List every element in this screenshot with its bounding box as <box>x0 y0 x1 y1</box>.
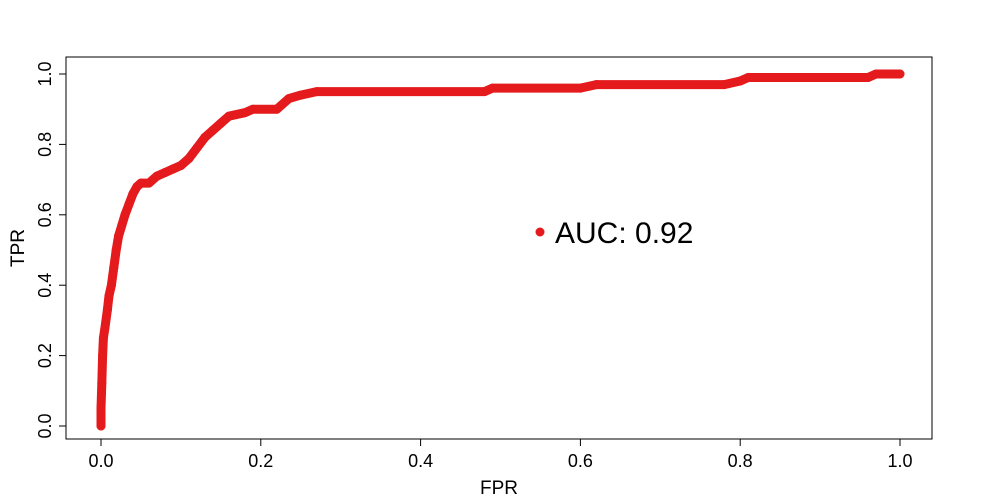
roc-point <box>192 143 202 153</box>
roc-point <box>152 171 162 181</box>
roc-point <box>98 351 108 361</box>
roc-point <box>871 69 881 79</box>
roc-point <box>96 403 106 413</box>
roc-point <box>224 111 234 121</box>
roc-point <box>312 87 322 97</box>
roc-point <box>160 168 170 178</box>
y-tick-label: 1.0 <box>35 61 55 86</box>
y-tick-label: 0.4 <box>35 273 55 298</box>
roc-point <box>96 421 106 431</box>
roc-point <box>100 322 110 332</box>
legend-label: AUC: 0.92 <box>555 217 693 250</box>
roc-point <box>272 104 282 114</box>
roc-point <box>591 80 601 90</box>
roc-point <box>184 153 194 163</box>
y-tick-label: 0.6 <box>35 202 55 227</box>
x-tick-label: 0.4 <box>408 451 433 471</box>
roc-curve <box>96 69 905 431</box>
roc-point <box>124 199 134 209</box>
legend-marker <box>535 227 545 237</box>
roc-point <box>200 132 210 142</box>
roc-point <box>895 69 905 79</box>
roc-point <box>102 305 112 315</box>
roc-point <box>488 83 498 93</box>
x-tick-label: 0.8 <box>728 451 753 471</box>
roc-point <box>106 280 116 290</box>
roc-point <box>128 189 138 199</box>
roc-point <box>168 164 178 174</box>
y-axis-title: TPR <box>8 229 29 267</box>
roc-point <box>114 231 124 241</box>
x-tick-label: 0.0 <box>88 451 113 471</box>
roc-point <box>109 263 119 273</box>
y-axis: 0.0 0.2 0.4 0.6 0.8 1.0 <box>35 61 67 439</box>
roc-point <box>284 94 294 104</box>
roc-point <box>120 210 130 220</box>
x-axis-title: FPR <box>480 478 518 499</box>
x-tick-label: 0.6 <box>568 451 593 471</box>
roc-point <box>136 178 146 188</box>
roc-point <box>743 73 753 83</box>
x-tick-label: 0.2 <box>248 451 273 471</box>
roc-point <box>111 245 121 255</box>
y-tick-label: 0.0 <box>35 413 55 438</box>
roc-point <box>735 76 745 86</box>
roc-point <box>480 87 490 97</box>
roc-point <box>176 161 186 171</box>
y-tick-label: 0.2 <box>35 343 55 368</box>
x-tick-label: 1.0 <box>887 451 912 471</box>
roc-point <box>863 73 873 83</box>
roc-point <box>719 80 729 90</box>
roc-point <box>208 125 218 135</box>
roc-point <box>98 333 108 343</box>
x-axis: 0.0 0.2 0.4 0.6 0.8 1.0 <box>88 438 913 471</box>
roc-point <box>216 118 226 128</box>
roc-point <box>97 379 107 389</box>
roc-point <box>248 104 258 114</box>
roc-point <box>575 83 585 93</box>
roc-point <box>240 108 250 118</box>
roc-point <box>296 90 306 100</box>
legend: AUC: 0.92 <box>535 217 693 250</box>
roc-point <box>144 178 154 188</box>
roc-point <box>117 220 127 230</box>
y-tick-label: 0.8 <box>35 132 55 157</box>
roc-point <box>104 291 114 301</box>
plot-frame <box>65 56 933 440</box>
